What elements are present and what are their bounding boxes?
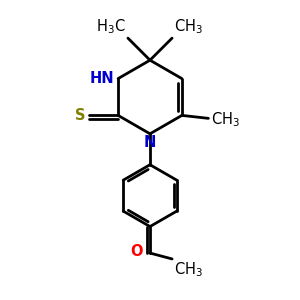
Text: HN: HN (90, 71, 115, 86)
Text: S: S (75, 108, 85, 123)
Text: N: N (144, 135, 156, 150)
Text: CH$_3$: CH$_3$ (174, 260, 203, 279)
Text: CH$_3$: CH$_3$ (211, 110, 240, 129)
Text: H$_3$C: H$_3$C (96, 17, 126, 36)
Text: O: O (130, 244, 142, 259)
Text: CH$_3$: CH$_3$ (174, 17, 203, 36)
